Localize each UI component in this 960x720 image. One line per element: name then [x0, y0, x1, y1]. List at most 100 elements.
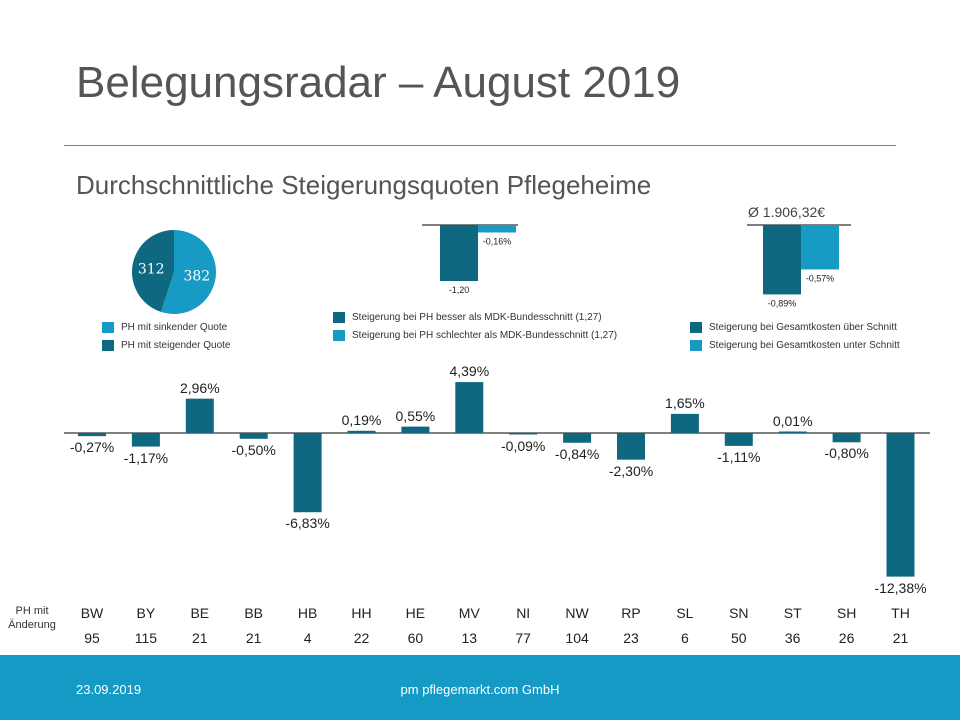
costs-bar-label-0: -0,89% — [768, 298, 797, 308]
state-label: BW — [80, 605, 104, 621]
ph-count: 50 — [731, 630, 747, 646]
bar-value-label: -0,50% — [231, 441, 276, 458]
state-label: BY — [136, 605, 156, 621]
slide-subtitle: Durchschnittliche Steigerungsquoten Pfle… — [76, 170, 652, 200]
pie-legend-item-sinkend: PH mit sinkender Quote — [102, 322, 227, 333]
legend-swatch-dark — [333, 312, 345, 323]
ph-count: 22 — [353, 630, 370, 646]
bar-BW — [78, 433, 106, 437]
ph-count: 95 — [84, 630, 100, 646]
main-bar-chart — [64, 382, 930, 577]
bar-SL — [670, 413, 699, 433]
legend-swatch-dark — [102, 340, 114, 351]
ph-count: 104 — [565, 630, 589, 646]
bar-SH — [832, 433, 861, 443]
bar-HH — [347, 430, 376, 433]
state-label: NI — [516, 605, 531, 621]
ph-count: 13 — [461, 630, 478, 646]
bar-value-label: -6,83% — [285, 515, 330, 532]
bar-HB — [293, 433, 322, 513]
ph-count: 6 — [680, 630, 689, 646]
ph-count-row-label: PH mit Änderung — [8, 605, 56, 631]
bar-value-label: -0,80% — [824, 445, 869, 462]
ph-count: 21 — [245, 630, 262, 646]
pie-legend-item-steigend: PH mit steigender Quote — [102, 340, 231, 351]
state-label: SN — [729, 605, 749, 621]
costs-bar-0 — [763, 225, 801, 295]
footer-bar — [0, 655, 960, 720]
bar-value-label: -12,38% — [874, 579, 927, 596]
legend-label: Steigerung bei PH schlechter als MDK-Bun… — [352, 330, 618, 341]
legend-swatch-light — [333, 330, 345, 341]
bar-MV — [455, 382, 484, 433]
footer-company: pm pflegemarkt.com GmbH — [400, 682, 560, 697]
legend-swatch-dark — [690, 322, 702, 333]
mdk-bar-label-1: -0,16% — [483, 236, 512, 246]
ph-count: 23 — [623, 630, 639, 646]
pie-slice-label-1: 312 — [138, 261, 165, 277]
mdk-bar-0 — [440, 225, 478, 282]
state-label: HE — [405, 605, 426, 621]
bar-BE — [185, 398, 214, 433]
ph-count: 77 — [515, 630, 531, 646]
bar-value-label: -0,27% — [69, 439, 115, 456]
state-label: MV — [458, 605, 480, 621]
mdk-bar-1 — [478, 225, 516, 233]
state-label: ST — [783, 605, 802, 621]
ph-count: 26 — [838, 630, 855, 646]
bar-ST — [778, 431, 807, 433]
costs-bar-label-1: -0,57% — [806, 273, 835, 283]
ph-count: 115 — [134, 630, 158, 646]
ph-count: 60 — [407, 630, 424, 646]
ph-count: 21 — [892, 630, 909, 646]
bar-value-label: 0,19% — [341, 411, 382, 428]
title-divider — [64, 145, 896, 146]
state-label: BB — [244, 605, 264, 621]
bar-value-label: 0,01% — [772, 412, 813, 429]
pie-chart: 382 312 — [131, 230, 216, 314]
bar-value-label: 2,96% — [179, 379, 220, 396]
state-label: SL — [676, 605, 694, 621]
bar-value-label: -2,30% — [608, 462, 654, 479]
bar-TH — [886, 433, 915, 577]
bar-SN — [724, 433, 753, 446]
bar-BB — [239, 433, 268, 439]
slide-title: Belegungsradar – August 2019 — [76, 58, 681, 107]
costs-bar-chart: -0,89% -0,57% — [747, 224, 851, 308]
pie-slice-1 — [131, 230, 174, 312]
ph-count: 21 — [192, 630, 208, 646]
bar-value-label: -1,17% — [123, 449, 169, 466]
legend-label: PH mit steigender Quote — [121, 340, 231, 351]
pie-slice-label-0: 382 — [183, 269, 210, 285]
bar-value-label: 1,65% — [665, 394, 705, 411]
state-label: BE — [190, 605, 210, 621]
legend-label: Steigerung bei Gesamtkosten über Schnitt — [709, 322, 897, 333]
bar-value-label: -0,84% — [554, 445, 600, 462]
bar-value-label: -0,09% — [501, 437, 546, 454]
bar-value-label: 0,55% — [395, 407, 436, 424]
bar-HE — [401, 426, 430, 433]
pie-slice-0 — [160, 230, 216, 314]
bar-NW — [563, 433, 592, 443]
state-label: TH — [891, 605, 910, 621]
state-label: RP — [621, 605, 641, 621]
state-label: HH — [351, 605, 372, 621]
state-label: NW — [565, 605, 589, 621]
costs-header: Ø 1.906,32€ — [748, 204, 826, 220]
ph-count: 36 — [784, 630, 801, 646]
mdk-bar-label-0: -1,20 — [449, 285, 470, 295]
bar-RP — [617, 433, 645, 460]
ph-count: 4 — [303, 630, 312, 646]
costs-bar-1 — [801, 225, 839, 270]
state-label: HB — [297, 605, 318, 621]
legend-label: PH mit sinkender Quote — [121, 322, 228, 333]
state-label: SH — [836, 605, 857, 621]
bar-BY — [131, 433, 160, 447]
costs-legend-item-unter: Steigerung bei Gesamtkosten unter Schnit… — [690, 340, 900, 351]
bar-value-label: -1,11% — [717, 448, 761, 465]
legend-label: Steigerung bei PH besser als MDK-Bundess… — [352, 312, 602, 323]
bar-value-label: 4,39% — [449, 363, 490, 380]
footer-date: 23.09.2019 — [76, 682, 142, 697]
mdk-legend-item-besser: Steigerung bei PH besser als MDK-Bundess… — [333, 312, 602, 323]
mdk-legend-item-schlechter: Steigerung bei PH schlechter als MDK-Bun… — [333, 330, 617, 341]
